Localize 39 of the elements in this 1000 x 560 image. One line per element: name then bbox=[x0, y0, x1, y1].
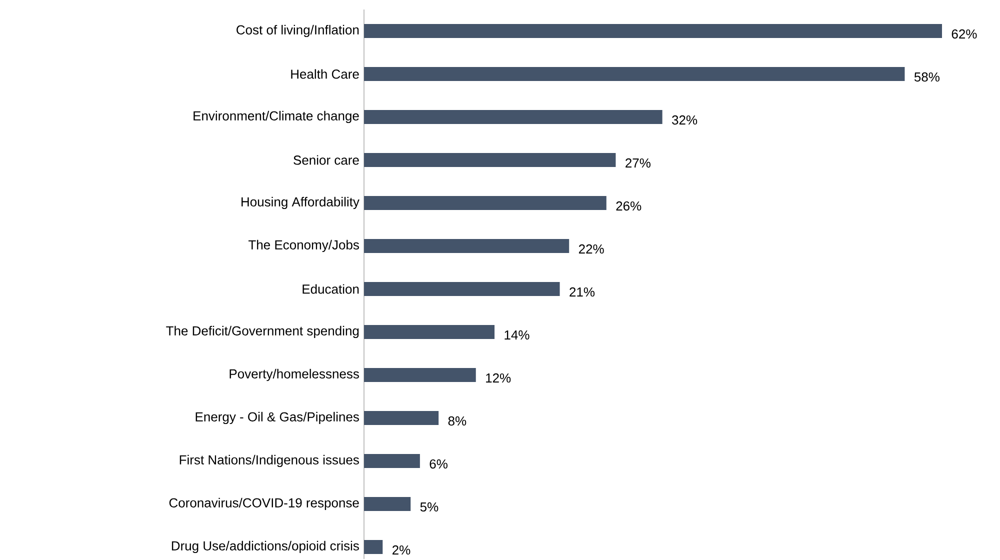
y-tick-label: Senior care bbox=[294, 155, 359, 166]
data-label: 27% bbox=[626, 158, 650, 168]
data-label: 6% bbox=[430, 460, 448, 469]
y-tick-label: Education bbox=[302, 284, 359, 294]
bar bbox=[364, 67, 905, 82]
data-label: 21% bbox=[570, 288, 595, 297]
data-label: 22% bbox=[578, 244, 604, 254]
y-tick-label: Environment/Climate change bbox=[194, 111, 359, 124]
y-tick-label: Housing Affordability bbox=[242, 197, 360, 210]
data-label: 14% bbox=[504, 330, 530, 340]
y-tick-label: Drug Use/addictions/opioid crisis bbox=[172, 541, 359, 554]
bar bbox=[364, 454, 420, 468]
y-tick-label: The Economy/Jobs bbox=[248, 240, 359, 252]
bar bbox=[364, 411, 439, 426]
data-label: 2% bbox=[392, 546, 410, 555]
data-label: 32% bbox=[672, 116, 698, 125]
y-tick-label: Energy - Oil & Gas/Pipelines bbox=[196, 412, 359, 424]
y-tick-label: The Deficit/Government spending bbox=[166, 326, 359, 338]
data-label: 5% bbox=[420, 502, 438, 512]
bar bbox=[364, 239, 570, 254]
bar bbox=[364, 497, 411, 512]
bar bbox=[364, 110, 662, 124]
bar bbox=[364, 24, 942, 38]
bar bbox=[364, 153, 616, 168]
y-tick-label: Coronavirus/COVID-19 response bbox=[169, 498, 359, 510]
y-tick-label: Health Care bbox=[291, 69, 359, 80]
y-tick-label: Poverty/homelessness bbox=[230, 369, 359, 382]
data-label: 12% bbox=[486, 374, 511, 383]
bar bbox=[364, 540, 383, 554]
data-label: 8% bbox=[448, 416, 466, 426]
bar bbox=[364, 196, 606, 210]
data-label: 26% bbox=[616, 202, 642, 211]
bar bbox=[364, 325, 495, 340]
y-tick-label: First Nations/Indigenous issues bbox=[180, 455, 359, 468]
y-tick-label: Cost of living/Inflation bbox=[236, 25, 359, 38]
bar bbox=[364, 282, 560, 296]
bar bbox=[364, 368, 476, 382]
data-label: 58% bbox=[914, 72, 940, 82]
data-label: 62% bbox=[952, 30, 977, 39]
